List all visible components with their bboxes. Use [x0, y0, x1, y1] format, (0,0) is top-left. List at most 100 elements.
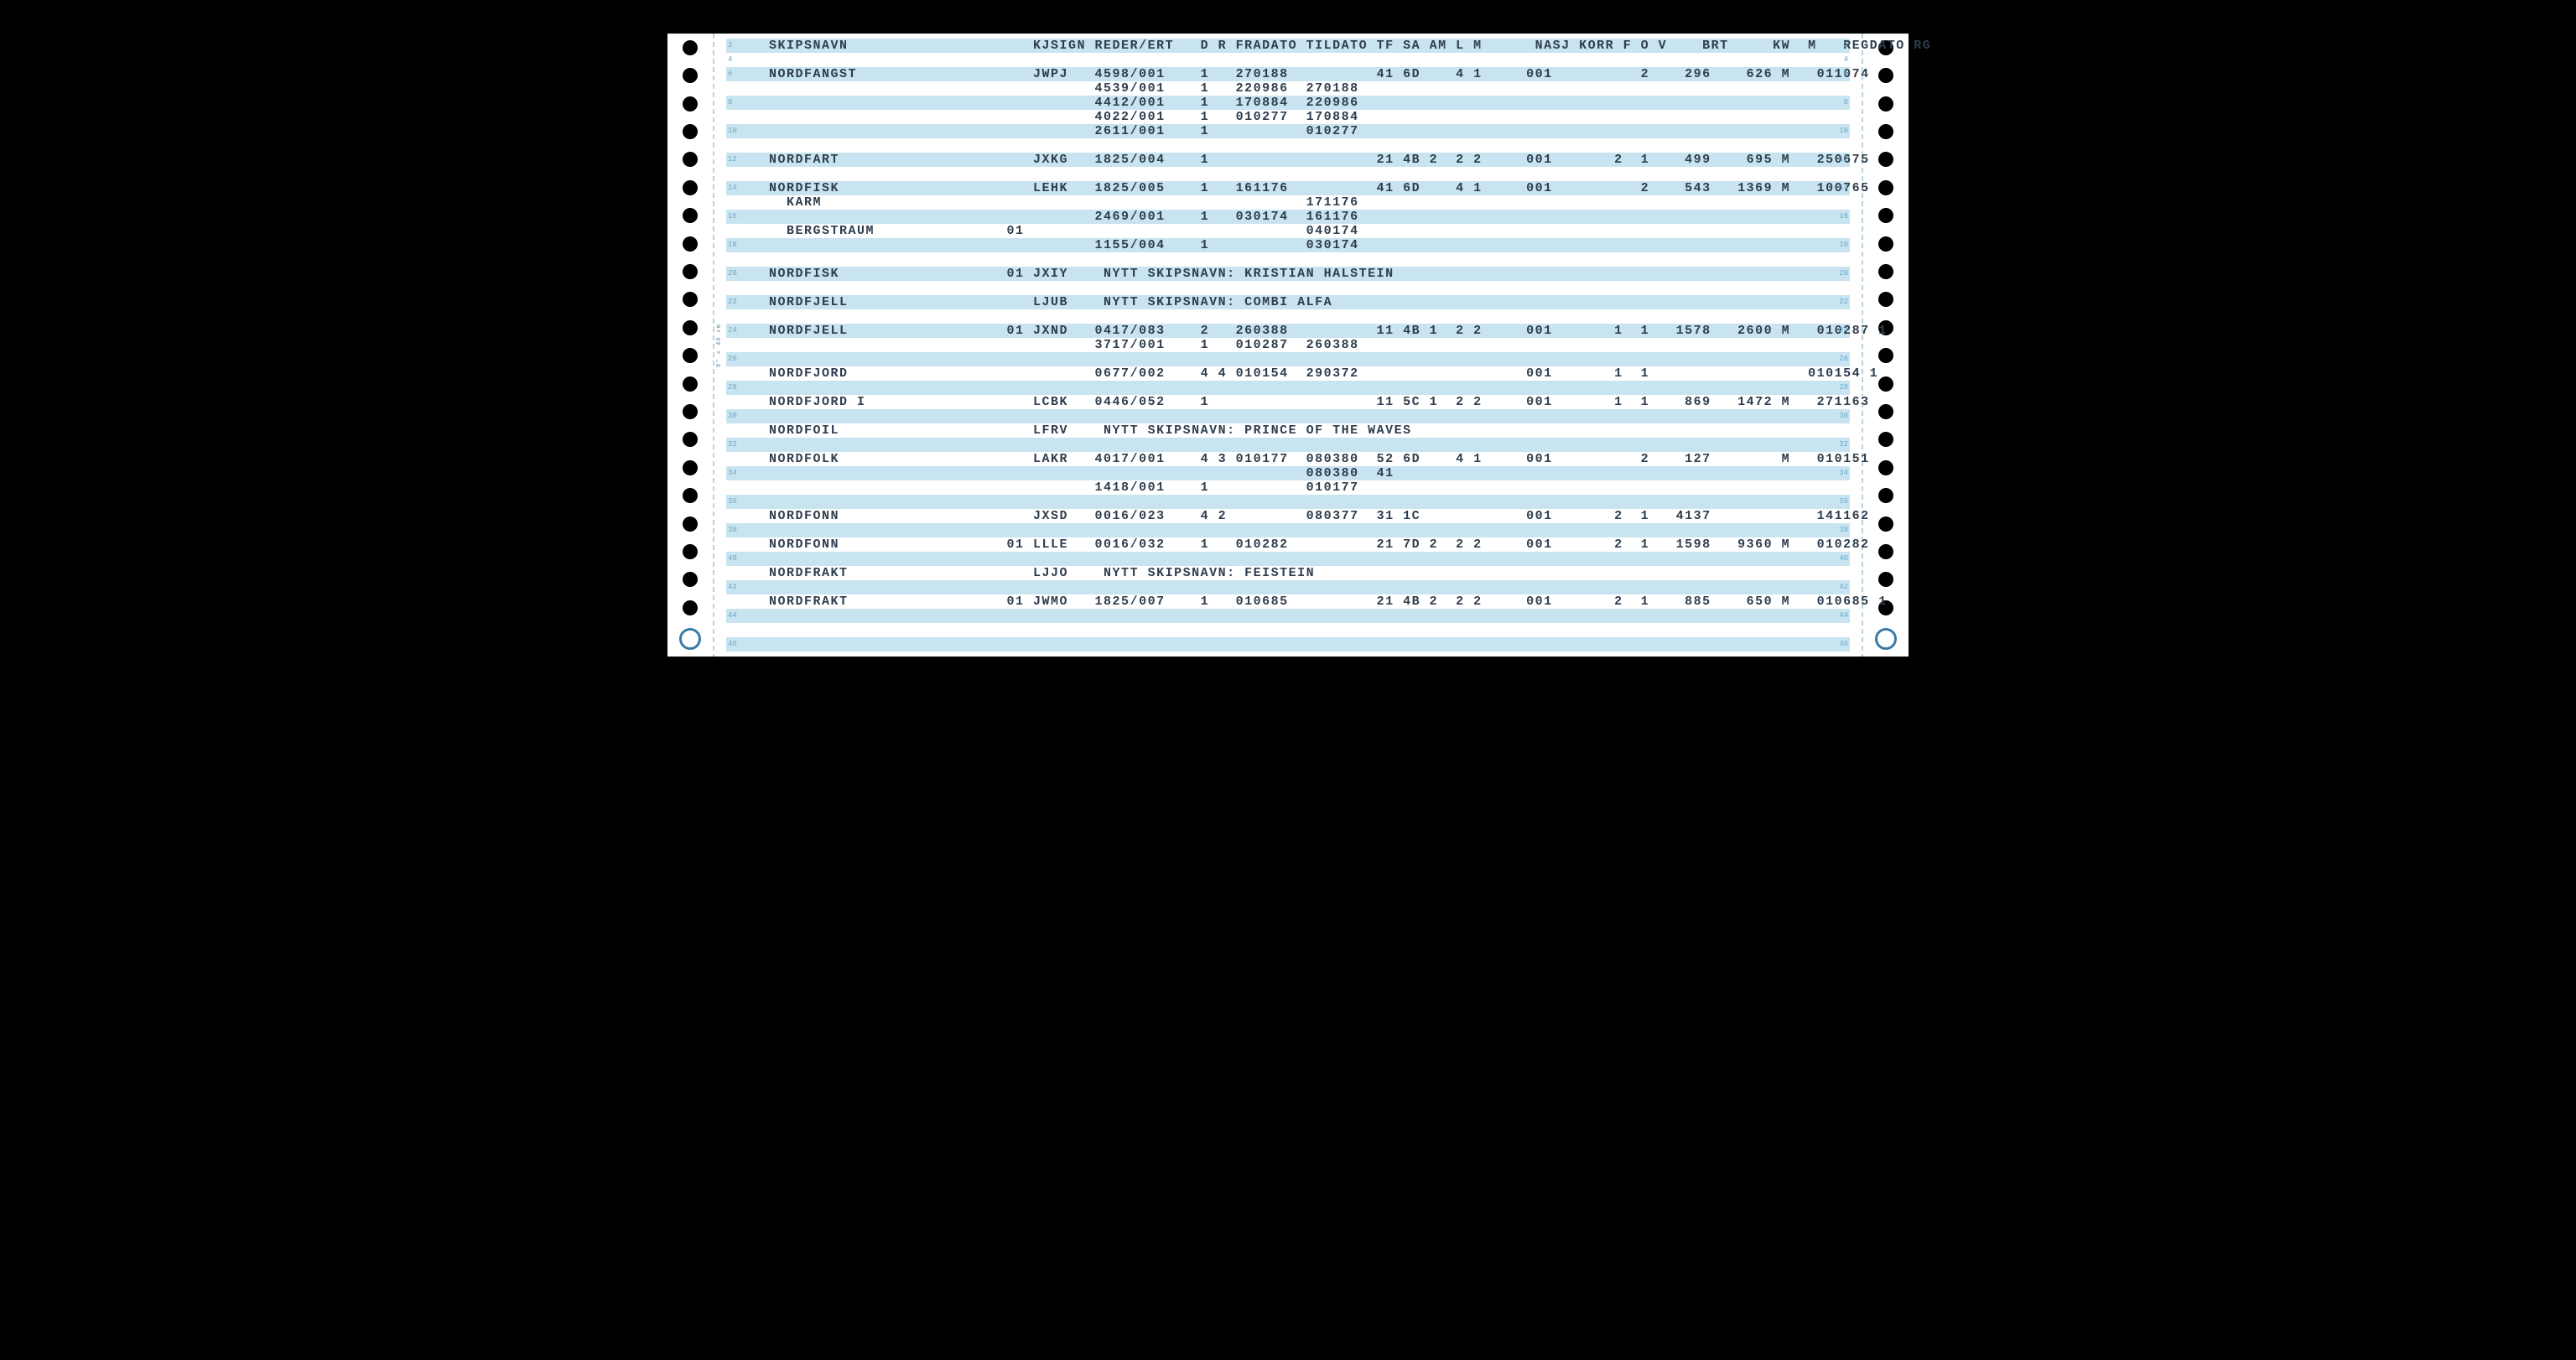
- data-row: [726, 281, 1850, 295]
- sprocket-hole: [1878, 544, 1893, 559]
- sprocket-hole: [683, 348, 698, 363]
- sprocket-holes-right: [1863, 34, 1909, 657]
- line-number: 42: [1839, 580, 1848, 594]
- sprocket-hole: [1878, 152, 1893, 167]
- sprocket-hole: [683, 320, 698, 335]
- sprocket-hole: [1878, 488, 1893, 503]
- line-number: 12: [1839, 153, 1848, 167]
- data-row: NORDFJORD 0677/002 4 4 010154 290372 001…: [726, 366, 1850, 381]
- sprocket-hole: [1878, 68, 1893, 83]
- sprocket-hole: [683, 264, 698, 279]
- line-number: 4: [1844, 53, 1848, 67]
- line-number: 14: [1839, 181, 1848, 195]
- data-row: 38 38: [726, 523, 1850, 537]
- line-number: 22: [728, 295, 737, 309]
- line-number: 12: [728, 153, 737, 167]
- sprocket-hole: [1878, 376, 1893, 392]
- line-number: 4: [728, 53, 732, 67]
- data-row: 4412/001 1 170884 22098688: [726, 96, 1850, 110]
- line-number: 38: [728, 523, 737, 537]
- line-number: 2: [728, 39, 732, 53]
- data-row: 4022/001 1 010277 170884: [726, 110, 1850, 124]
- line-number: 6: [728, 67, 732, 81]
- data-row: 4646: [726, 637, 1850, 651]
- data-row: NORDFART JXKG 1825/004 1 21 4B 2 2 2 001…: [726, 153, 1850, 167]
- data-row: [726, 252, 1850, 267]
- line-number: 20: [728, 267, 737, 281]
- sprocket-hole: [683, 40, 698, 55]
- sprocket-hole: [1878, 208, 1893, 223]
- line-number: 6: [1844, 67, 1848, 81]
- sprocket-hole: [1878, 236, 1893, 252]
- sprocket-hole: [683, 376, 698, 392]
- data-row: NORDFONN 01 LLLE 0016/032 1 010282 21 7D…: [726, 537, 1850, 552]
- data-row: 30 30: [726, 409, 1850, 423]
- data-row: 080380 413434: [726, 466, 1850, 480]
- data-row: [726, 167, 1850, 181]
- sprocket-hole: [683, 488, 698, 503]
- line-number: 20: [1839, 267, 1848, 281]
- line-number: 10: [1839, 124, 1848, 138]
- line-number: 16: [1839, 210, 1848, 224]
- line-number: 32: [728, 438, 737, 452]
- line-number: 8: [728, 96, 732, 110]
- sprocket-hole: [683, 516, 698, 532]
- sprocket-hole: [683, 544, 698, 559]
- data-row: 44: [726, 53, 1850, 67]
- data-row: 26 26: [726, 352, 1850, 366]
- paper-size-label: 8" x 40 cm: [716, 34, 726, 657]
- line-number: 24: [1839, 324, 1848, 338]
- line-number: 30: [728, 409, 737, 423]
- sprocket-hole: [1878, 348, 1893, 363]
- line-number: 22: [1839, 295, 1848, 309]
- header-row: SKIPSNAVN KJSIGN REDER/ERT D R FRADATO T…: [726, 39, 1850, 53]
- sprocket-hole: [683, 292, 698, 307]
- data-row: 2828: [726, 381, 1850, 395]
- line-number: 46: [728, 637, 737, 651]
- line-number: 26: [1839, 352, 1848, 366]
- printout-content: SKIPSNAVN KJSIGN REDER/ERT D R FRADATO T…: [726, 34, 1850, 657]
- data-row: NORDFRAKT LJJO NYTT SKIPSNAVN: FEISTEIN: [726, 566, 1850, 580]
- sprocket-hole: [1878, 460, 1893, 475]
- data-row: [726, 138, 1850, 153]
- line-number: 36: [1839, 495, 1848, 509]
- data-row: [726, 309, 1850, 324]
- sprocket-hole: [1878, 180, 1893, 195]
- line-number: 14: [728, 181, 737, 195]
- data-row: 1155/004 1 0301741818: [726, 238, 1850, 252]
- data-row: 4040: [726, 552, 1850, 566]
- line-number: 30: [1839, 409, 1848, 423]
- sprocket-hole: [1875, 628, 1897, 650]
- line-number: 44: [728, 609, 737, 623]
- sprocket-hole: [683, 124, 698, 139]
- data-row: 3636: [726, 495, 1850, 509]
- sprocket-hole: [683, 152, 698, 167]
- tear-line-right: [1862, 34, 1863, 657]
- sprocket-hole: [1878, 292, 1893, 307]
- data-row: 4242: [726, 580, 1850, 594]
- data-row: 2469/001 1 030174 1611761616: [726, 210, 1850, 224]
- sprocket-hole: [683, 180, 698, 195]
- line-number: 2: [1844, 39, 1848, 53]
- line-number: 26: [728, 352, 737, 366]
- data-row: NORDFRAKT 01 JWMO 1825/007 1 010685 21 4…: [726, 594, 1850, 609]
- tear-line-left: [713, 34, 714, 657]
- line-number: 18: [728, 238, 737, 252]
- continuous-form-paper: 8" x 40 cm SKIPSNAVN KJSIGN REDER/ERT D …: [667, 34, 1909, 657]
- line-number: 38: [1839, 523, 1848, 537]
- data-row: NORDFISK 01 JXIY NYTT SKIPSNAVN: KRISTIA…: [726, 267, 1850, 281]
- sprocket-hole: [1878, 516, 1893, 532]
- data-row: NORDFANGST JWPJ 4598/001 1 270188 41 6D …: [726, 67, 1850, 81]
- line-number: 16: [728, 210, 737, 224]
- sprocket-hole: [1878, 404, 1893, 419]
- sprocket-hole: [683, 600, 698, 615]
- line-number: 28: [728, 381, 737, 395]
- line-number: 40: [728, 552, 737, 566]
- data-row: NORDFJELL LJUB NYTT SKIPSNAVN: COMBI ALF…: [726, 295, 1850, 309]
- data-row: NORDFOLK LAKR 4017/001 4 3 010177 080380…: [726, 452, 1850, 466]
- data-row: 4444: [726, 609, 1850, 623]
- line-number: 34: [1839, 466, 1848, 480]
- data-row: 4539/001 1 220986 270188: [726, 81, 1850, 96]
- line-number: 10: [728, 124, 737, 138]
- sprocket-hole: [683, 208, 698, 223]
